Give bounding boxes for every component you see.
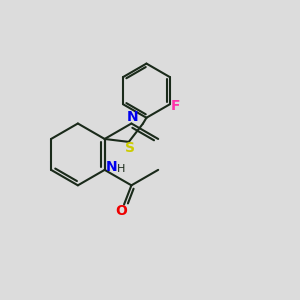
Text: N: N bbox=[127, 110, 138, 124]
Text: S: S bbox=[125, 141, 135, 155]
Text: N: N bbox=[105, 160, 117, 174]
Text: H: H bbox=[117, 164, 126, 174]
Text: F: F bbox=[171, 99, 181, 113]
Text: O: O bbox=[115, 204, 127, 218]
